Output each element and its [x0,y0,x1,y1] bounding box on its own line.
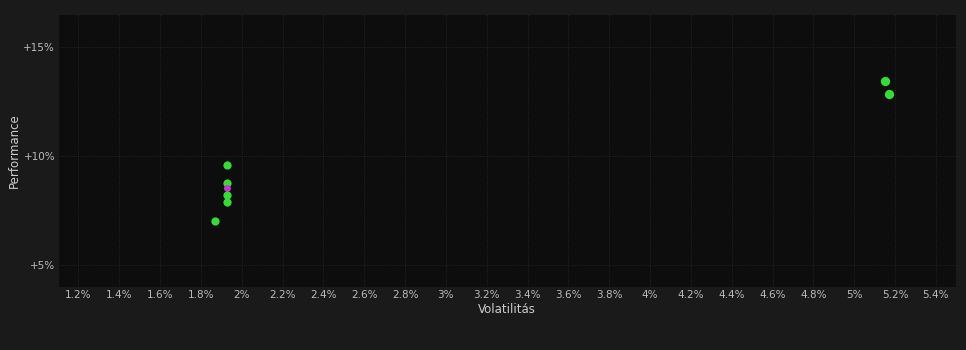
Point [219,193,235,198]
Point [219,185,235,190]
Point [877,78,893,83]
Point [208,219,223,224]
Point [881,91,896,97]
Point [219,162,235,168]
Point [219,181,235,186]
Point [219,199,235,205]
X-axis label: Volatilitás: Volatilitás [478,302,536,316]
Y-axis label: Performance: Performance [8,113,20,188]
